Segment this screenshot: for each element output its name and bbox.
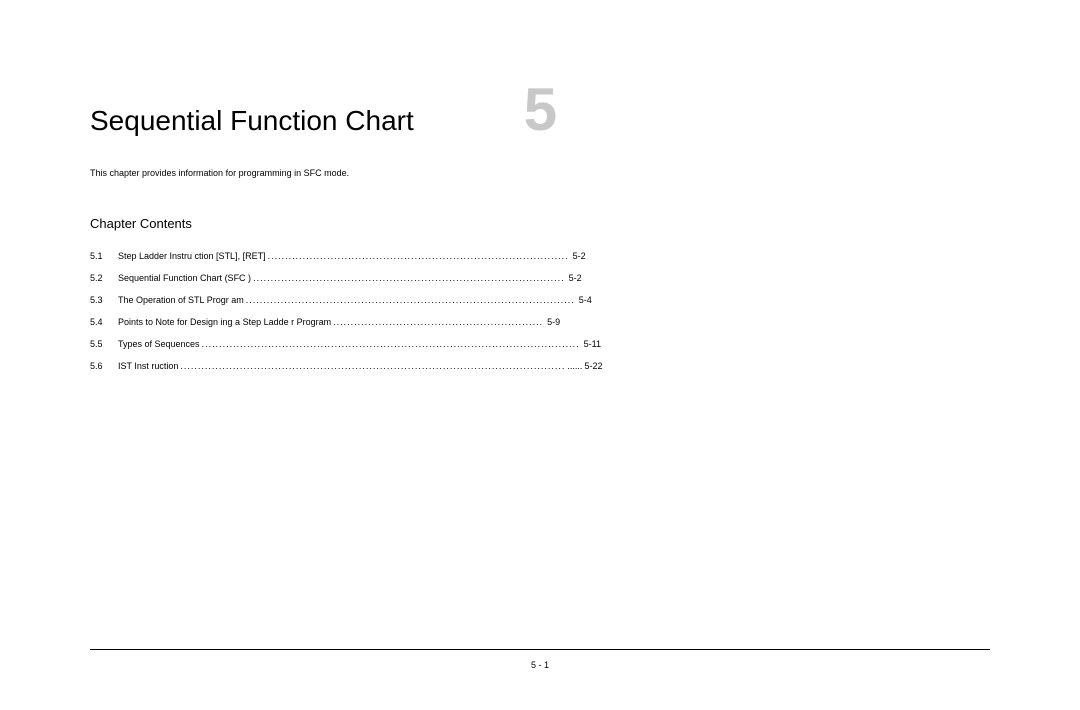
toc-section-number: 5.5 — [90, 339, 118, 349]
toc-tail: ...... — [567, 361, 582, 371]
toc-section-label: Sequential Function Chart (SFC ) — [118, 273, 251, 283]
toc-leader-dots: ........................................… — [244, 295, 577, 305]
toc-row: 5.4Points to Note for Design ing a Step … — [90, 317, 990, 327]
toc-section-number: 5.3 — [90, 295, 118, 305]
toc-leader-dots: ........................................… — [331, 317, 545, 327]
chapter-title: Sequential Function Chart — [90, 105, 414, 137]
toc-row: 5.5Types of Sequences ..................… — [90, 339, 990, 349]
toc-leader-dots: ........................................… — [200, 339, 582, 349]
toc-section-label: IST Inst ruction — [118, 361, 178, 371]
toc-row: 5.1Step Ladder Instru ction [STL], [RET]… — [90, 251, 990, 261]
toc-section-number: 5.1 — [90, 251, 118, 261]
toc-section-label: Points to Note for Design ing a Step Lad… — [118, 317, 331, 327]
toc-row: 5.6IST Inst ruction ....................… — [90, 361, 990, 371]
toc-page-number: 5-11 — [582, 339, 601, 349]
toc-page-number: 5-22 — [582, 361, 602, 371]
toc-row: 5.3The Operation of STL Progr am .......… — [90, 295, 990, 305]
toc-row: 5.2Sequential Function Chart (SFC ) ....… — [90, 273, 990, 283]
footer-rule — [90, 649, 990, 650]
toc-leader-dots: ........................................… — [178, 361, 567, 371]
footer-page-number: 5 - 1 — [0, 660, 1080, 670]
toc-page-number: 5-9 — [545, 317, 560, 327]
toc-section-label: The Operation of STL Progr am — [118, 295, 244, 305]
toc-section-number: 5.6 — [90, 361, 118, 371]
toc-section-number: 5.4 — [90, 317, 118, 327]
chapter-description: This chapter provides information for pr… — [90, 168, 990, 178]
toc-leader-dots: ........................................… — [266, 251, 571, 261]
contents-heading: Chapter Contents — [90, 216, 990, 231]
table-of-contents: 5.1Step Ladder Instru ction [STL], [RET]… — [90, 251, 990, 371]
toc-page-number: 5-2 — [567, 273, 582, 283]
chapter-number: 5 — [524, 80, 557, 140]
document-page: Sequential Function Chart 5 This chapter… — [0, 0, 1080, 710]
toc-page-number: 5-4 — [577, 295, 592, 305]
title-row: Sequential Function Chart 5 — [90, 80, 990, 140]
toc-section-number: 5.2 — [90, 273, 118, 283]
toc-section-label: Step Ladder Instru ction [STL], [RET] — [118, 251, 266, 261]
toc-page-number: 5-2 — [571, 251, 586, 261]
toc-leader-dots: ........................................… — [251, 273, 567, 283]
toc-section-label: Types of Sequences — [118, 339, 200, 349]
